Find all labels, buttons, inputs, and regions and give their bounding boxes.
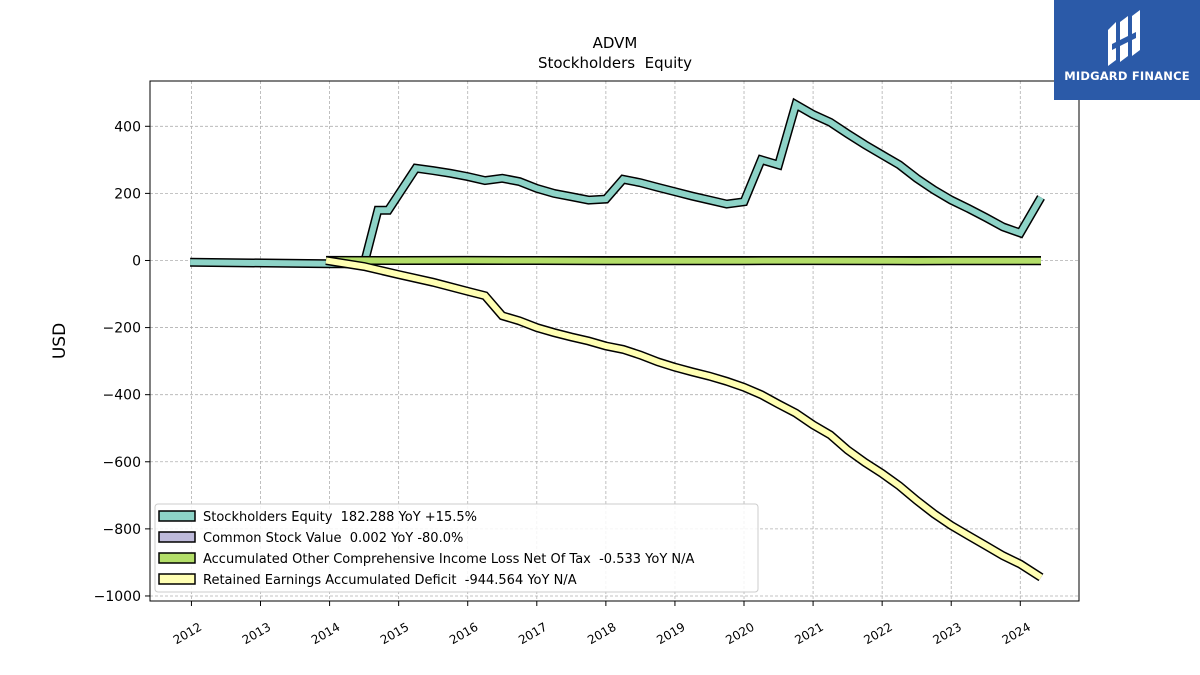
- legend: Stockholders Equity 182.288 YoY +15.5% Co…: [154, 503, 759, 593]
- y-tick-label: −400: [103, 388, 141, 404]
- x-tick-label: 2014: [309, 620, 342, 647]
- series-accumulated-other-comprehensive-income-loss-net-of-tax: [326, 255, 1042, 266]
- x-tick-label: 2018: [585, 620, 618, 647]
- series-stockholders-equity: [190, 97, 1045, 269]
- series-line: [325, 257, 1043, 580]
- x-tick-label: 2022: [861, 620, 894, 647]
- x-tick-label: 2024: [1000, 620, 1033, 647]
- x-tick-label: 2016: [447, 620, 480, 647]
- chart-subtitle: Stockholders Equity: [538, 54, 692, 72]
- logo-text: MIDGARD FINANCE: [1064, 69, 1190, 83]
- x-tick-label: 2019: [654, 620, 687, 647]
- legend-swatch: [158, 552, 196, 564]
- series-retained-earnings-accumulated-deficit: [325, 256, 1044, 582]
- gridlines: [150, 81, 1079, 601]
- series-lines: [190, 97, 1045, 582]
- legend-label: Stockholders Equity 182.288 YoY +15.5%: [203, 510, 477, 525]
- y-axis: 400 200 0 −200 −400 −600 −800 −1000: [94, 119, 150, 605]
- y-tick-label: 0: [132, 253, 141, 269]
- legend-swatch: [158, 531, 196, 543]
- midgard-finance-logo: MIDGARD FINANCE: [1054, 0, 1200, 100]
- series-line: [326, 257, 1042, 264]
- y-tick-label: −1000: [94, 589, 141, 605]
- x-tick-label: 2017: [516, 620, 549, 647]
- series-line: [190, 99, 1044, 267]
- legend-label: Accumulated Other Comprehensive Income L…: [203, 552, 694, 567]
- x-axis: 2012 2013 2014 2015 2016 2017 2018 2019 2020 2021…: [171, 601, 1033, 647]
- x-tick-label: 2023: [930, 620, 963, 647]
- plot-frame: [149, 80, 1080, 602]
- legend-swatch: [158, 573, 196, 585]
- legend-label: Retained Earnings Accumulated Deficit -9…: [203, 573, 577, 588]
- y-tick-label: −600: [103, 455, 141, 471]
- chart-title: ADVM: [593, 34, 638, 52]
- y-axis-label: USD: [50, 323, 70, 359]
- x-tick-label: 2013: [240, 620, 273, 647]
- x-tick-label: 2015: [378, 620, 411, 647]
- x-tick-label: 2021: [792, 620, 825, 647]
- midgard-finance-logo-icon: [1108, 10, 1140, 66]
- x-tick-label: 2020: [723, 620, 756, 647]
- x-tick-label: 2012: [171, 620, 204, 647]
- legend-box: [154, 503, 759, 593]
- legend-swatch: [158, 510, 196, 522]
- y-tick-label: −800: [103, 522, 141, 538]
- legend-label: Common Stock Value 0.002 YoY -80.0%: [203, 531, 463, 546]
- y-tick-label: −200: [103, 321, 141, 337]
- y-tick-label: 200: [114, 186, 141, 202]
- y-tick-label: 400: [114, 119, 141, 135]
